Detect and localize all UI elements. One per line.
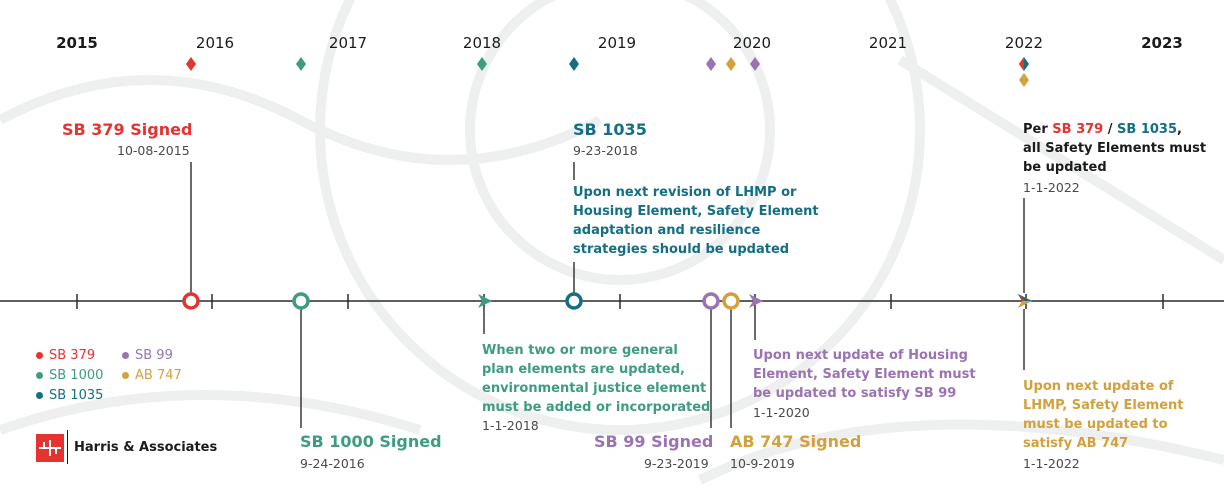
sb1000-date: 9-24-2016 [300,456,365,471]
legend-label: SB 379 [49,348,96,363]
year-label-2017: 2017 [328,34,368,52]
per2022-sb379: SB 379 [1052,122,1104,137]
legend-label: AB 747 [135,368,182,383]
marker-sb99 [702,292,720,310]
sb1035-date: 9-23-2018 [573,143,638,158]
legend-label: SB 1035 [49,388,104,403]
sb1035-desc-line: strategies should be updated [573,242,790,257]
legend-item-sb1035: SB 1035 [36,388,103,403]
per2022-prefix: Per [1023,122,1053,137]
year-label-2019: 2019 [597,34,637,52]
per2022-comma: , [1177,122,1182,137]
housing2020-description: Upon next update of Housing Element, Saf… [753,346,976,403]
legend-item-sb1000: SB 1000 [36,368,103,383]
per2022-slash: / [1103,122,1118,137]
legend-item-sb379: SB 379 [36,348,95,363]
diamond-sb1000 [296,57,306,71]
diamond-housing2020 [750,57,760,71]
sb379-title: SB 379 Signed [62,120,193,139]
diamond-sb99 [706,57,716,71]
marker-ab747 [722,292,740,310]
legend-dot [122,352,129,359]
marker-sb1035 [565,292,583,310]
legend-label: SB 99 [135,348,173,363]
legend-dot [36,372,43,379]
sb1035-desc-line: Upon next revision of LHMP or [573,185,797,200]
diamond-ab747 [726,57,736,71]
sb99-title: SB 99 Signed [594,432,714,451]
sb1035-desc-line: Housing Element, Safety Element [573,204,819,219]
housing2020-desc-line: Upon next update of Housing [753,348,968,363]
logo-divider [67,430,68,464]
sb379-date: 10-08-2015 [117,143,190,158]
year-label-2021: 2021 [868,34,908,52]
year-label-2018: 2018 [462,34,502,52]
sb99-date: 9-23-2019 [644,456,709,471]
housing2020-desc-line: Element, Safety Element must [753,367,976,382]
diamond-sb1035 [569,57,579,71]
per2022-line: be updated [1023,160,1107,175]
lhmp2022-desc-line: satisfy AB 747 [1023,436,1129,451]
year-label-2016: 2016 [195,34,235,52]
lhmp2022-description: Upon next update of LHMP, Safety Element… [1023,377,1184,453]
marker-ej2018 [478,294,492,308]
ej2018-date: 1-1-2018 [482,418,539,433]
lhmp2022-desc-line: must be updated to [1023,417,1168,432]
ej2018-desc-line: When two or more general [482,343,678,358]
per2022-sb1035: SB 1035 [1117,122,1178,137]
per2022-description: Per SB 379 / SB 1035, all Safety Element… [1023,120,1206,177]
legend-label: SB 1000 [49,368,104,383]
diamond-ej2018 [477,57,487,71]
housing2020-date: 1-1-2020 [753,405,810,420]
sb1035-title: SB 1035 [573,120,647,139]
legend-dot [122,372,129,379]
marker-sb379 [182,292,200,310]
per2022-line: all Safety Elements must [1023,141,1207,156]
harris-logo-icon [36,434,64,462]
ej2018-desc-line: plan elements are updated, [482,362,685,377]
ej2018-desc-line: environmental justice element [482,381,707,396]
per2022-line-1: Per SB 379 / SB 1035, [1023,120,1206,139]
legend-item-ab747: AB 747 [122,368,182,383]
marker-sb1000 [292,292,310,310]
legend-item-sb99: SB 99 [122,348,173,363]
ej2018-desc-line: must be added or incorporated [482,400,711,415]
legend-dot [36,352,43,359]
legend-dot [36,392,43,399]
ab747-title: AB 747 Signed [730,432,862,451]
lhmp2022-desc-line: LHMP, Safety Element [1023,398,1184,413]
harris-logo-text: Harris & Associates [74,440,218,455]
sb1000-title: SB 1000 Signed [300,432,442,451]
ej2018-description: When two or more general plan elements a… [482,341,710,417]
sb1035-description: Upon next revision of LHMP or Housing El… [573,183,819,259]
marker-2022 [1018,294,1032,308]
housing2020-desc-line: be updated to satisfy SB 99 [753,386,957,401]
diamond-2022-bottom [1019,73,1029,87]
diamond-2022-top [1019,57,1029,71]
per2022-date: 1-1-2022 [1023,180,1080,195]
year-label-2015: 2015 [56,34,98,52]
year-label-2020: 2020 [732,34,772,52]
lhmp2022-date: 1-1-2022 [1023,456,1080,471]
year-label-2022: 2022 [1004,34,1044,52]
diamond-sb379 [186,57,196,71]
lhmp2022-desc-line: Upon next update of [1023,379,1174,394]
sb1035-desc-line: adaptation and resilience [573,223,761,238]
ab747-date: 10-9-2019 [730,456,795,471]
year-label-2023: 2023 [1141,34,1183,52]
marker-housing2020 [749,294,763,308]
